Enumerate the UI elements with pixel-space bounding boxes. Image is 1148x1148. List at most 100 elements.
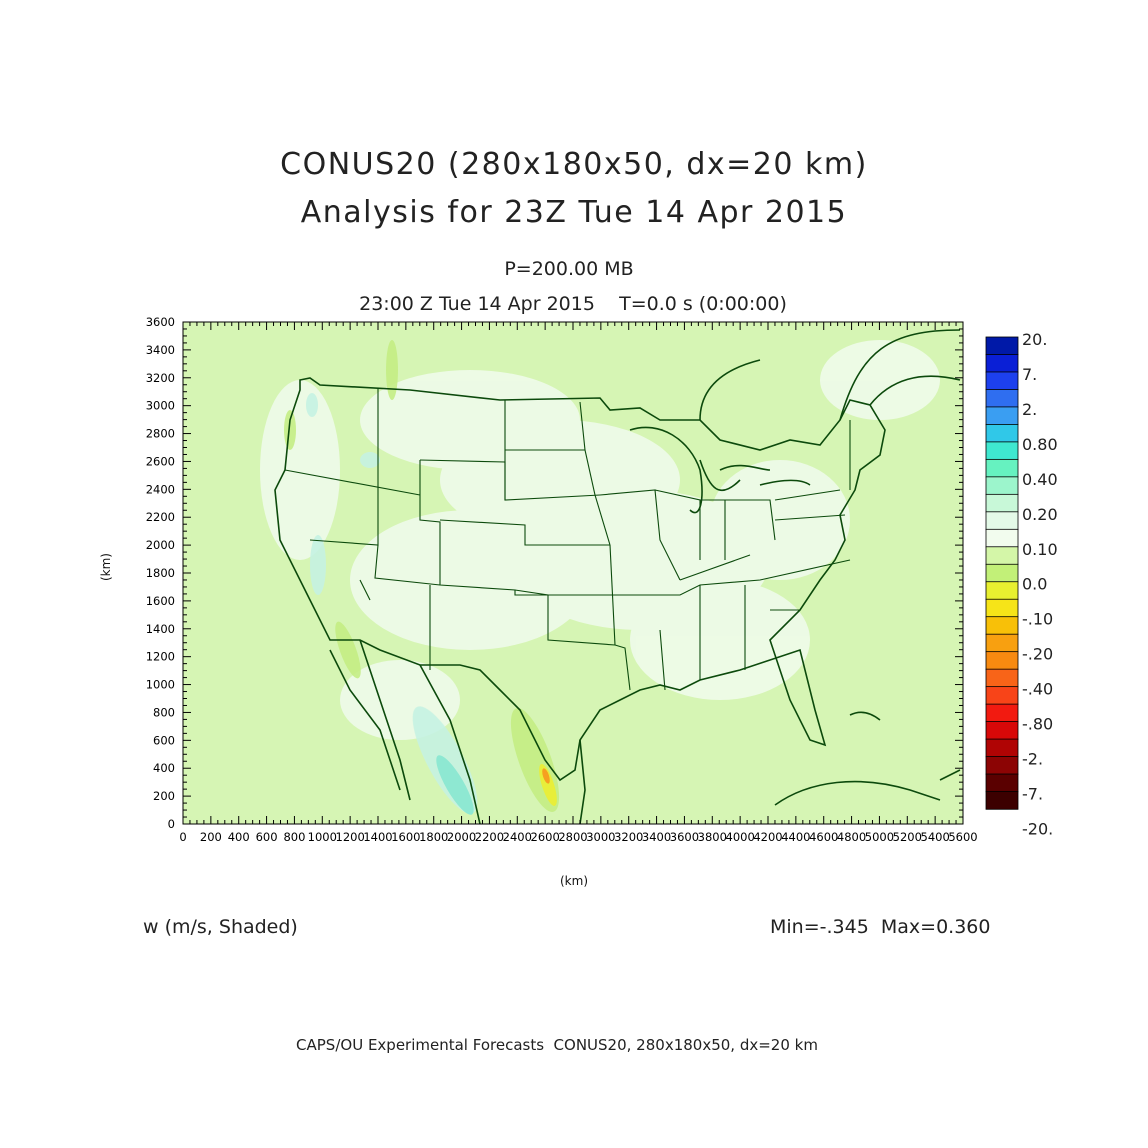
colorbar-swatch	[985, 389, 1019, 408]
x-tick-label: 600	[256, 830, 278, 844]
plot-title-line-1: CONUS20 (280x180x50, dx=20 km)	[280, 147, 868, 182]
y-tick-label: 200	[153, 789, 175, 803]
x-tick-label: 2200	[475, 830, 504, 844]
y-tick-label: 3200	[146, 371, 175, 385]
colorbar-label: -7.	[1022, 785, 1043, 804]
x-tick-label: 400	[228, 830, 250, 844]
colorbar-swatch	[985, 651, 1019, 670]
colorbar-label: 0.80	[1022, 435, 1058, 454]
y-tick-label: 1800	[146, 566, 175, 580]
x-tick-label: 1800	[419, 830, 448, 844]
colorbar-swatch	[985, 458, 1019, 478]
colorbar-swatch	[985, 756, 1019, 775]
pressure-level-label: P=200.00 MB	[504, 258, 634, 280]
colorbar-label: 0.10	[1022, 540, 1058, 559]
colorbar-swatch	[985, 546, 1019, 565]
colorbar-swatch	[985, 686, 1019, 705]
cuba-outline	[774, 780, 941, 806]
colorbar-swatch	[985, 493, 1019, 513]
x-tick-label: 1400	[363, 830, 392, 844]
colorbar-swatch	[985, 371, 1019, 391]
x-tick-label: 1200	[336, 830, 365, 844]
y-axis-ticks: 0 200 400 600 800 1000 1200 1400 1600 1800 2000 220…	[146, 315, 963, 831]
state-lines	[284, 388, 851, 691]
x-axis-ticks: 0 200 400 600 800 100012001400160018002000220…	[179, 322, 978, 844]
x-tick-label: 3800	[698, 830, 727, 844]
colorbar: 20. 7. 2. 0.80 0.40 0.20 0.10 0.0 -.10 -.20 -.40 -.…	[985, 330, 1058, 838]
colorbar-swatch	[985, 668, 1019, 688]
x-tick-label: 4600	[809, 830, 838, 844]
y-tick-label: 400	[153, 761, 175, 775]
colorbar-swatch	[985, 616, 1019, 635]
x-tick-label: 4400	[781, 830, 810, 844]
x-tick-label: 2600	[531, 830, 560, 844]
footer-label: CAPS/OU Experimental Forecasts CONUS20, …	[296, 1036, 818, 1054]
x-tick-label: 200	[200, 830, 222, 844]
colorbar-swatch	[985, 336, 1019, 356]
colorbar-swatch	[985, 528, 1019, 548]
y-tick-label: 2800	[146, 427, 175, 441]
colorbar-label: 7.	[1022, 365, 1037, 384]
colorbar-label: -.80	[1022, 715, 1053, 734]
colorbar-swatch	[985, 633, 1019, 653]
plot-title-line-2: Analysis for 23Z Tue 14 Apr 2015	[300, 195, 848, 230]
y-tick-label: 3600	[146, 315, 175, 329]
x-tick-label: 3600	[670, 830, 699, 844]
colorbar-label: 0.0	[1022, 575, 1047, 594]
x-tick-label: 3400	[642, 830, 671, 844]
y-tick-label: 1000	[146, 678, 175, 692]
y-tick-label: 2400	[146, 482, 175, 496]
y-axis-label: (km)	[99, 552, 114, 582]
colorbar-label: 20.	[1022, 330, 1047, 349]
colorbar-swatch	[985, 738, 1019, 758]
x-tick-label: 1000	[308, 830, 337, 844]
y-tick-label: 2000	[146, 538, 175, 552]
colorbar-swatch	[985, 354, 1019, 373]
colorbar-swatch	[985, 581, 1019, 600]
y-tick-label: 3400	[146, 343, 175, 357]
x-axis-label: (km)	[560, 874, 589, 888]
field-label: w (m/s, Shaded)	[143, 916, 298, 938]
x-tick-label: 5000	[865, 830, 894, 844]
colorbar-label: -.10	[1022, 610, 1053, 629]
colorbar-swatch	[985, 441, 1019, 461]
colorbar-swatch	[985, 406, 1019, 426]
colorbar-label: 2.	[1022, 400, 1037, 419]
x-tick-label: 4800	[837, 830, 866, 844]
colorbar-label: -20.	[1022, 819, 1053, 838]
colorbar-swatch	[985, 563, 1019, 583]
x-tick-label: 4000	[726, 830, 755, 844]
y-tick-label: 600	[153, 733, 175, 747]
x-tick-label: 3000	[586, 830, 615, 844]
shaded-field	[260, 340, 940, 815]
colorbar-swatch	[985, 721, 1019, 740]
x-tick-label: 5600	[948, 830, 977, 844]
x-tick-label: 800	[283, 830, 305, 844]
x-tick-label: 1600	[391, 830, 420, 844]
min-max-label: Min=-.345 Max=0.360	[770, 916, 991, 938]
colorbar-label: -.20	[1022, 645, 1053, 664]
x-tick-label: 0	[179, 830, 186, 844]
x-tick-label: 2000	[447, 830, 476, 844]
colorbar-label: -.40	[1022, 680, 1053, 699]
x-tick-label: 2400	[503, 830, 532, 844]
colorbar-label: -2.	[1022, 750, 1043, 769]
colorbar-label: 0.20	[1022, 505, 1058, 524]
colorbar-swatch	[985, 791, 1019, 810]
valid-time-label: 23:00 Z Tue 14 Apr 2015 T=0.0 s (0:00:00…	[359, 293, 787, 315]
y-tick-label: 1600	[146, 594, 175, 608]
y-tick-label: 3000	[146, 399, 175, 413]
x-tick-label: 4200	[753, 830, 782, 844]
x-tick-label: 5200	[893, 830, 922, 844]
colorbar-swatch	[985, 703, 1019, 723]
x-tick-label: 3200	[614, 830, 643, 844]
y-tick-label: 1200	[146, 650, 175, 664]
baja-outline	[359, 639, 411, 801]
colorbar-swatch	[985, 476, 1019, 496]
x-tick-label: 5400	[921, 830, 950, 844]
y-tick-label: 800	[153, 705, 175, 719]
colorbar-label: 0.40	[1022, 470, 1058, 489]
colorbar-swatch	[985, 598, 1019, 618]
y-tick-label: 0	[168, 817, 175, 831]
